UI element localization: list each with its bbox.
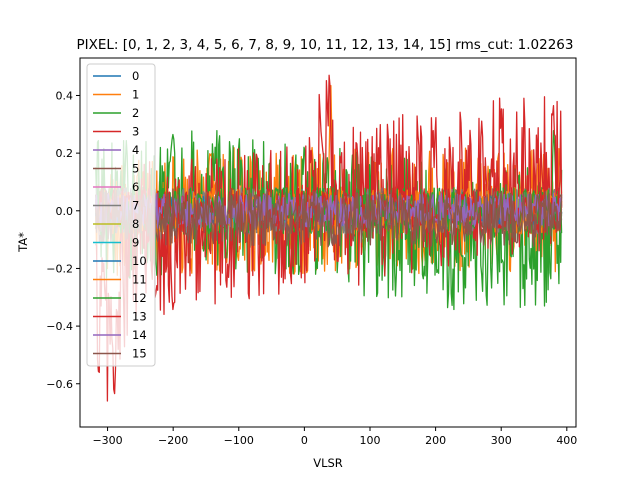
legend-label: 3 bbox=[132, 125, 139, 139]
x-tick-label: −300 bbox=[92, 434, 122, 447]
x-axis: −300 −200 −100 0 100 200 300 400 bbox=[92, 427, 577, 447]
x-tick-label: −100 bbox=[224, 434, 254, 447]
x-tick-label: 400 bbox=[556, 434, 577, 447]
legend-label: 0 bbox=[132, 69, 139, 83]
x-axis-label: VLSR bbox=[313, 456, 343, 470]
y-tick-label: −0.2 bbox=[46, 262, 73, 275]
x-tick-label: −200 bbox=[158, 434, 188, 447]
chart-title: PIXEL: [0, 1, 2, 3, 4, 5, 6, 7, 8, 9, 10… bbox=[77, 37, 574, 53]
y-tick-label: 0.2 bbox=[56, 147, 74, 160]
legend-label: 10 bbox=[132, 254, 147, 268]
legend-box bbox=[86, 63, 156, 367]
legend-label: 2 bbox=[132, 106, 139, 120]
x-tick-label: 100 bbox=[359, 434, 380, 447]
legend-label: 7 bbox=[132, 199, 139, 213]
y-tick-label: −0.4 bbox=[46, 320, 73, 333]
y-tick-label: −0.6 bbox=[46, 378, 73, 391]
legend-label: 6 bbox=[132, 180, 139, 194]
x-tick-label: 200 bbox=[425, 434, 446, 447]
y-axis-label: TA* bbox=[16, 232, 30, 253]
legend-label: 15 bbox=[132, 347, 147, 361]
legend-label: 11 bbox=[132, 273, 147, 287]
y-tick-label: 0.0 bbox=[56, 205, 74, 218]
plot-frame bbox=[79, 57, 577, 428]
legend-label: 5 bbox=[132, 162, 139, 176]
x-tick-label: 300 bbox=[491, 434, 512, 447]
legend-label: 1 bbox=[132, 88, 139, 102]
y-tick-label: 0.4 bbox=[56, 89, 74, 102]
series-layer bbox=[95, 74, 563, 402]
legend-label: 13 bbox=[132, 310, 147, 324]
x-tick-label: 0 bbox=[301, 434, 308, 447]
y-axis: −0.6 −0.4 −0.2 0.0 0.2 0.4 bbox=[46, 89, 80, 391]
legend-label: 4 bbox=[132, 143, 139, 157]
legend-label: 8 bbox=[132, 217, 139, 231]
legend-label: 9 bbox=[132, 236, 139, 250]
legend-label: 12 bbox=[132, 291, 147, 305]
series-line-15 bbox=[95, 187, 563, 248]
legend-label: 14 bbox=[132, 328, 147, 342]
